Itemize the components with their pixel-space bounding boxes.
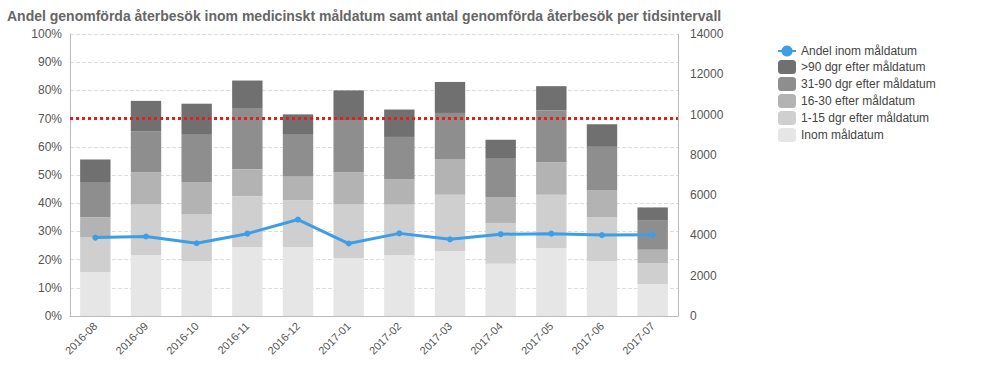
svg-text:Andel inom måldatum: Andel inom måldatum: [801, 44, 917, 58]
svg-text:2000: 2000: [690, 269, 717, 283]
svg-text:2016-09: 2016-09: [113, 320, 150, 357]
svg-text:2017-06: 2017-06: [569, 320, 606, 357]
svg-text:8000: 8000: [690, 148, 717, 162]
svg-text:2017-03: 2017-03: [417, 320, 454, 357]
svg-text:0%: 0%: [45, 309, 63, 323]
svg-text:0: 0: [690, 309, 697, 323]
svg-text:16-30 efter måldatum: 16-30 efter måldatum: [801, 94, 915, 108]
svg-text:4000: 4000: [690, 228, 717, 242]
svg-text:30%: 30%: [38, 224, 62, 238]
svg-text:80%: 80%: [38, 83, 62, 97]
svg-text:>90 dgr efter måldatum: >90 dgr efter måldatum: [801, 60, 925, 74]
svg-text:2017-05: 2017-05: [519, 320, 556, 357]
svg-text:60%: 60%: [38, 140, 62, 154]
svg-text:12000: 12000: [690, 67, 724, 81]
svg-text:14000: 14000: [690, 27, 724, 41]
svg-text:20%: 20%: [38, 253, 62, 267]
svg-text:100%: 100%: [31, 27, 62, 41]
svg-text:31-90 dgr efter måldatum: 31-90 dgr efter måldatum: [801, 77, 936, 91]
svg-text:Inom måldatum: Inom måldatum: [801, 128, 884, 142]
svg-text:2017-02: 2017-02: [367, 320, 404, 357]
svg-text:90%: 90%: [38, 55, 62, 69]
svg-text:70%: 70%: [38, 112, 62, 126]
svg-text:2016-08: 2016-08: [63, 320, 100, 357]
svg-text:10%: 10%: [38, 281, 62, 295]
svg-text:2017-07: 2017-07: [620, 320, 657, 357]
svg-text:2017-01: 2017-01: [316, 320, 353, 357]
svg-text:2016-10: 2016-10: [164, 320, 201, 357]
svg-text:2017-04: 2017-04: [468, 320, 505, 357]
svg-text:6000: 6000: [690, 188, 717, 202]
svg-text:2016-12: 2016-12: [265, 320, 302, 357]
svg-text:1-15 dgr efter måldatum: 1-15 dgr efter måldatum: [801, 111, 929, 125]
svg-text:Andel genomförda återbesök ino: Andel genomförda återbesök inom medicins…: [7, 8, 721, 24]
svg-text:40%: 40%: [38, 196, 62, 210]
svg-text:10000: 10000: [690, 108, 724, 122]
svg-text:2016-11: 2016-11: [215, 320, 251, 356]
svg-text:50%: 50%: [38, 168, 62, 182]
